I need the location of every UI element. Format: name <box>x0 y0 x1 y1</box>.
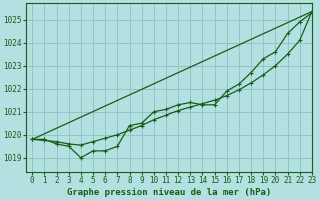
X-axis label: Graphe pression niveau de la mer (hPa): Graphe pression niveau de la mer (hPa) <box>67 188 271 197</box>
